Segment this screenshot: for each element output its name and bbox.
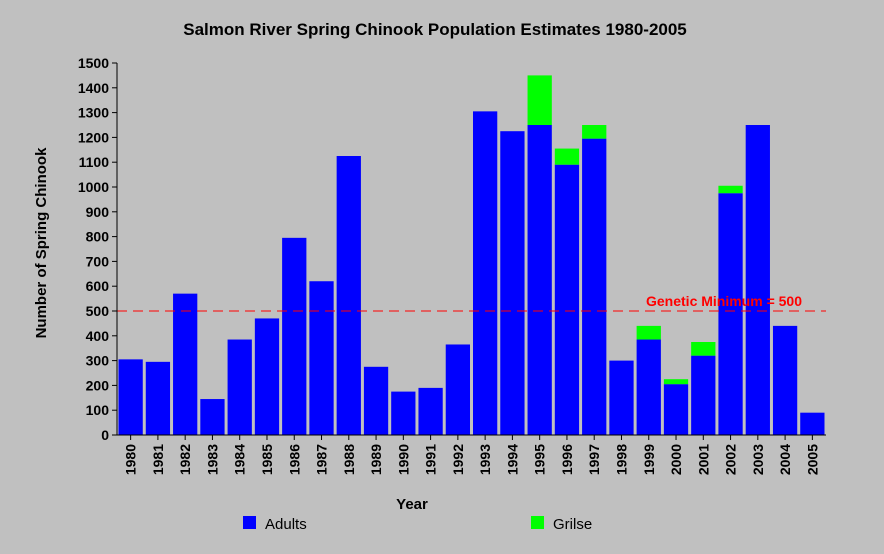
axes: 0 100 200 300 400 500 600 700 800 900 1000 1100 1200…: [78, 55, 826, 475]
bars-layer: [118, 75, 825, 436]
bar-adults-1986: [282, 237, 307, 435]
bar-adults-1996: [554, 164, 580, 435]
bar-adults-2005: [800, 412, 825, 435]
bar-adults-1992: [445, 344, 470, 435]
x-tick-label-1981: 1981: [150, 444, 166, 475]
y-tick-label: 200: [86, 377, 110, 393]
bar-adults-2004: [772, 325, 798, 435]
x-tick-label-2005: 2005: [804, 444, 820, 475]
x-tick-label-2000: 2000: [668, 444, 684, 475]
x-tick-label-1994: 1994: [504, 444, 520, 475]
bar-grilse-1996: [554, 148, 580, 165]
chart-title: Salmon River Spring Chinook Population E…: [183, 20, 687, 39]
x-axis-title: Year: [396, 496, 428, 513]
y-tick-label: 0: [101, 427, 109, 443]
bar-adults-1998: [609, 360, 634, 435]
y-axis-title: Number of Spring Chinook: [33, 147, 50, 338]
bar-adults-1990: [391, 391, 416, 435]
x-tick-label-1980: 1980: [123, 444, 139, 475]
x-tick-label-1996: 1996: [559, 444, 575, 475]
y-tick-label: 1400: [78, 80, 109, 96]
bar-adults-1999: [636, 339, 661, 435]
x-tick-label-1989: 1989: [368, 444, 384, 475]
bar-adults-1993: [473, 111, 498, 436]
bar-grilse-2001: [691, 342, 716, 356]
bar-adults-1989: [363, 366, 389, 435]
bar-grilse-2000: [663, 379, 689, 385]
x-tick-label-1986: 1986: [286, 444, 302, 475]
x-tick-label-1990: 1990: [395, 444, 411, 475]
x-tick-label-2002: 2002: [723, 444, 739, 475]
x-tick-label-1992: 1992: [450, 444, 466, 475]
bar-adults-2000: [663, 384, 689, 435]
x-tick-label-1985: 1985: [259, 444, 275, 475]
y-tick-label: 1000: [78, 179, 109, 195]
y-tick-label: 300: [86, 353, 110, 369]
y-tick-label: 400: [86, 328, 110, 344]
x-tick-label-2001: 2001: [695, 444, 711, 475]
x-tick-label-1991: 1991: [423, 444, 439, 475]
x-tick-label-1984: 1984: [232, 444, 248, 475]
y-tick-label: 100: [86, 402, 110, 418]
genetic-minimum-label: Genetic Minimum = 500: [646, 293, 802, 309]
y-tick-label: 700: [86, 253, 110, 269]
legend-label-grilse: Grilse: [553, 516, 592, 533]
bar-adults-1991: [418, 387, 443, 435]
y-tick-label: 600: [86, 278, 110, 294]
x-tick-label-1993: 1993: [477, 444, 493, 475]
y-tick-label: 1200: [78, 129, 109, 145]
x-tick-label-2004: 2004: [777, 444, 793, 475]
x-tick-label-1995: 1995: [532, 444, 548, 475]
bar-grilse-2002: [718, 185, 743, 194]
bar-grilse-1999: [636, 325, 661, 340]
x-tick-label-1988: 1988: [341, 444, 357, 475]
bar-adults-1983: [200, 399, 225, 435]
bar-grilse-1997: [582, 125, 607, 139]
x-tick-label-2003: 2003: [750, 444, 766, 475]
bar-adults-1997: [582, 138, 607, 435]
bar-adults-1984: [227, 339, 252, 435]
bar-adults-2003: [745, 125, 770, 435]
x-tick-label-1983: 1983: [204, 444, 220, 475]
bar-adults-1988: [336, 156, 361, 435]
legend: Adults Grilse: [243, 516, 592, 533]
reference-line-group: Genetic Minimum = 500: [117, 293, 826, 312]
legend-label-adults: Adults: [265, 516, 307, 533]
bar-adults-1981: [145, 361, 171, 435]
bar-adults-1985: [254, 318, 280, 435]
legend-swatch-grilse: [531, 516, 544, 529]
x-tick-label-1982: 1982: [177, 444, 193, 475]
y-tick-label: 800: [86, 229, 110, 245]
x-tick-label-1998: 1998: [613, 444, 629, 475]
bar-adults-1995: [527, 125, 552, 435]
bar-adults-2001: [691, 355, 716, 435]
x-tick-label-1987: 1987: [314, 444, 330, 475]
y-tick-label: 1500: [78, 55, 109, 71]
y-tick-label: 1100: [79, 154, 110, 170]
bar-adults-1982: [173, 293, 198, 435]
legend-swatch-adults: [243, 516, 256, 529]
y-tick-label: 1300: [78, 105, 109, 121]
x-tick-label-1997: 1997: [586, 444, 602, 475]
x-tick-label-1999: 1999: [641, 444, 657, 475]
bar-adults-2002: [718, 193, 743, 435]
bar-adults-1987: [309, 281, 334, 435]
y-tick-label: 900: [86, 204, 110, 220]
bar-adults-1994: [500, 131, 525, 435]
y-tick-label: 500: [86, 303, 110, 319]
bar-grilse-1995: [527, 75, 552, 125]
bar-adults-1980: [118, 359, 143, 435]
